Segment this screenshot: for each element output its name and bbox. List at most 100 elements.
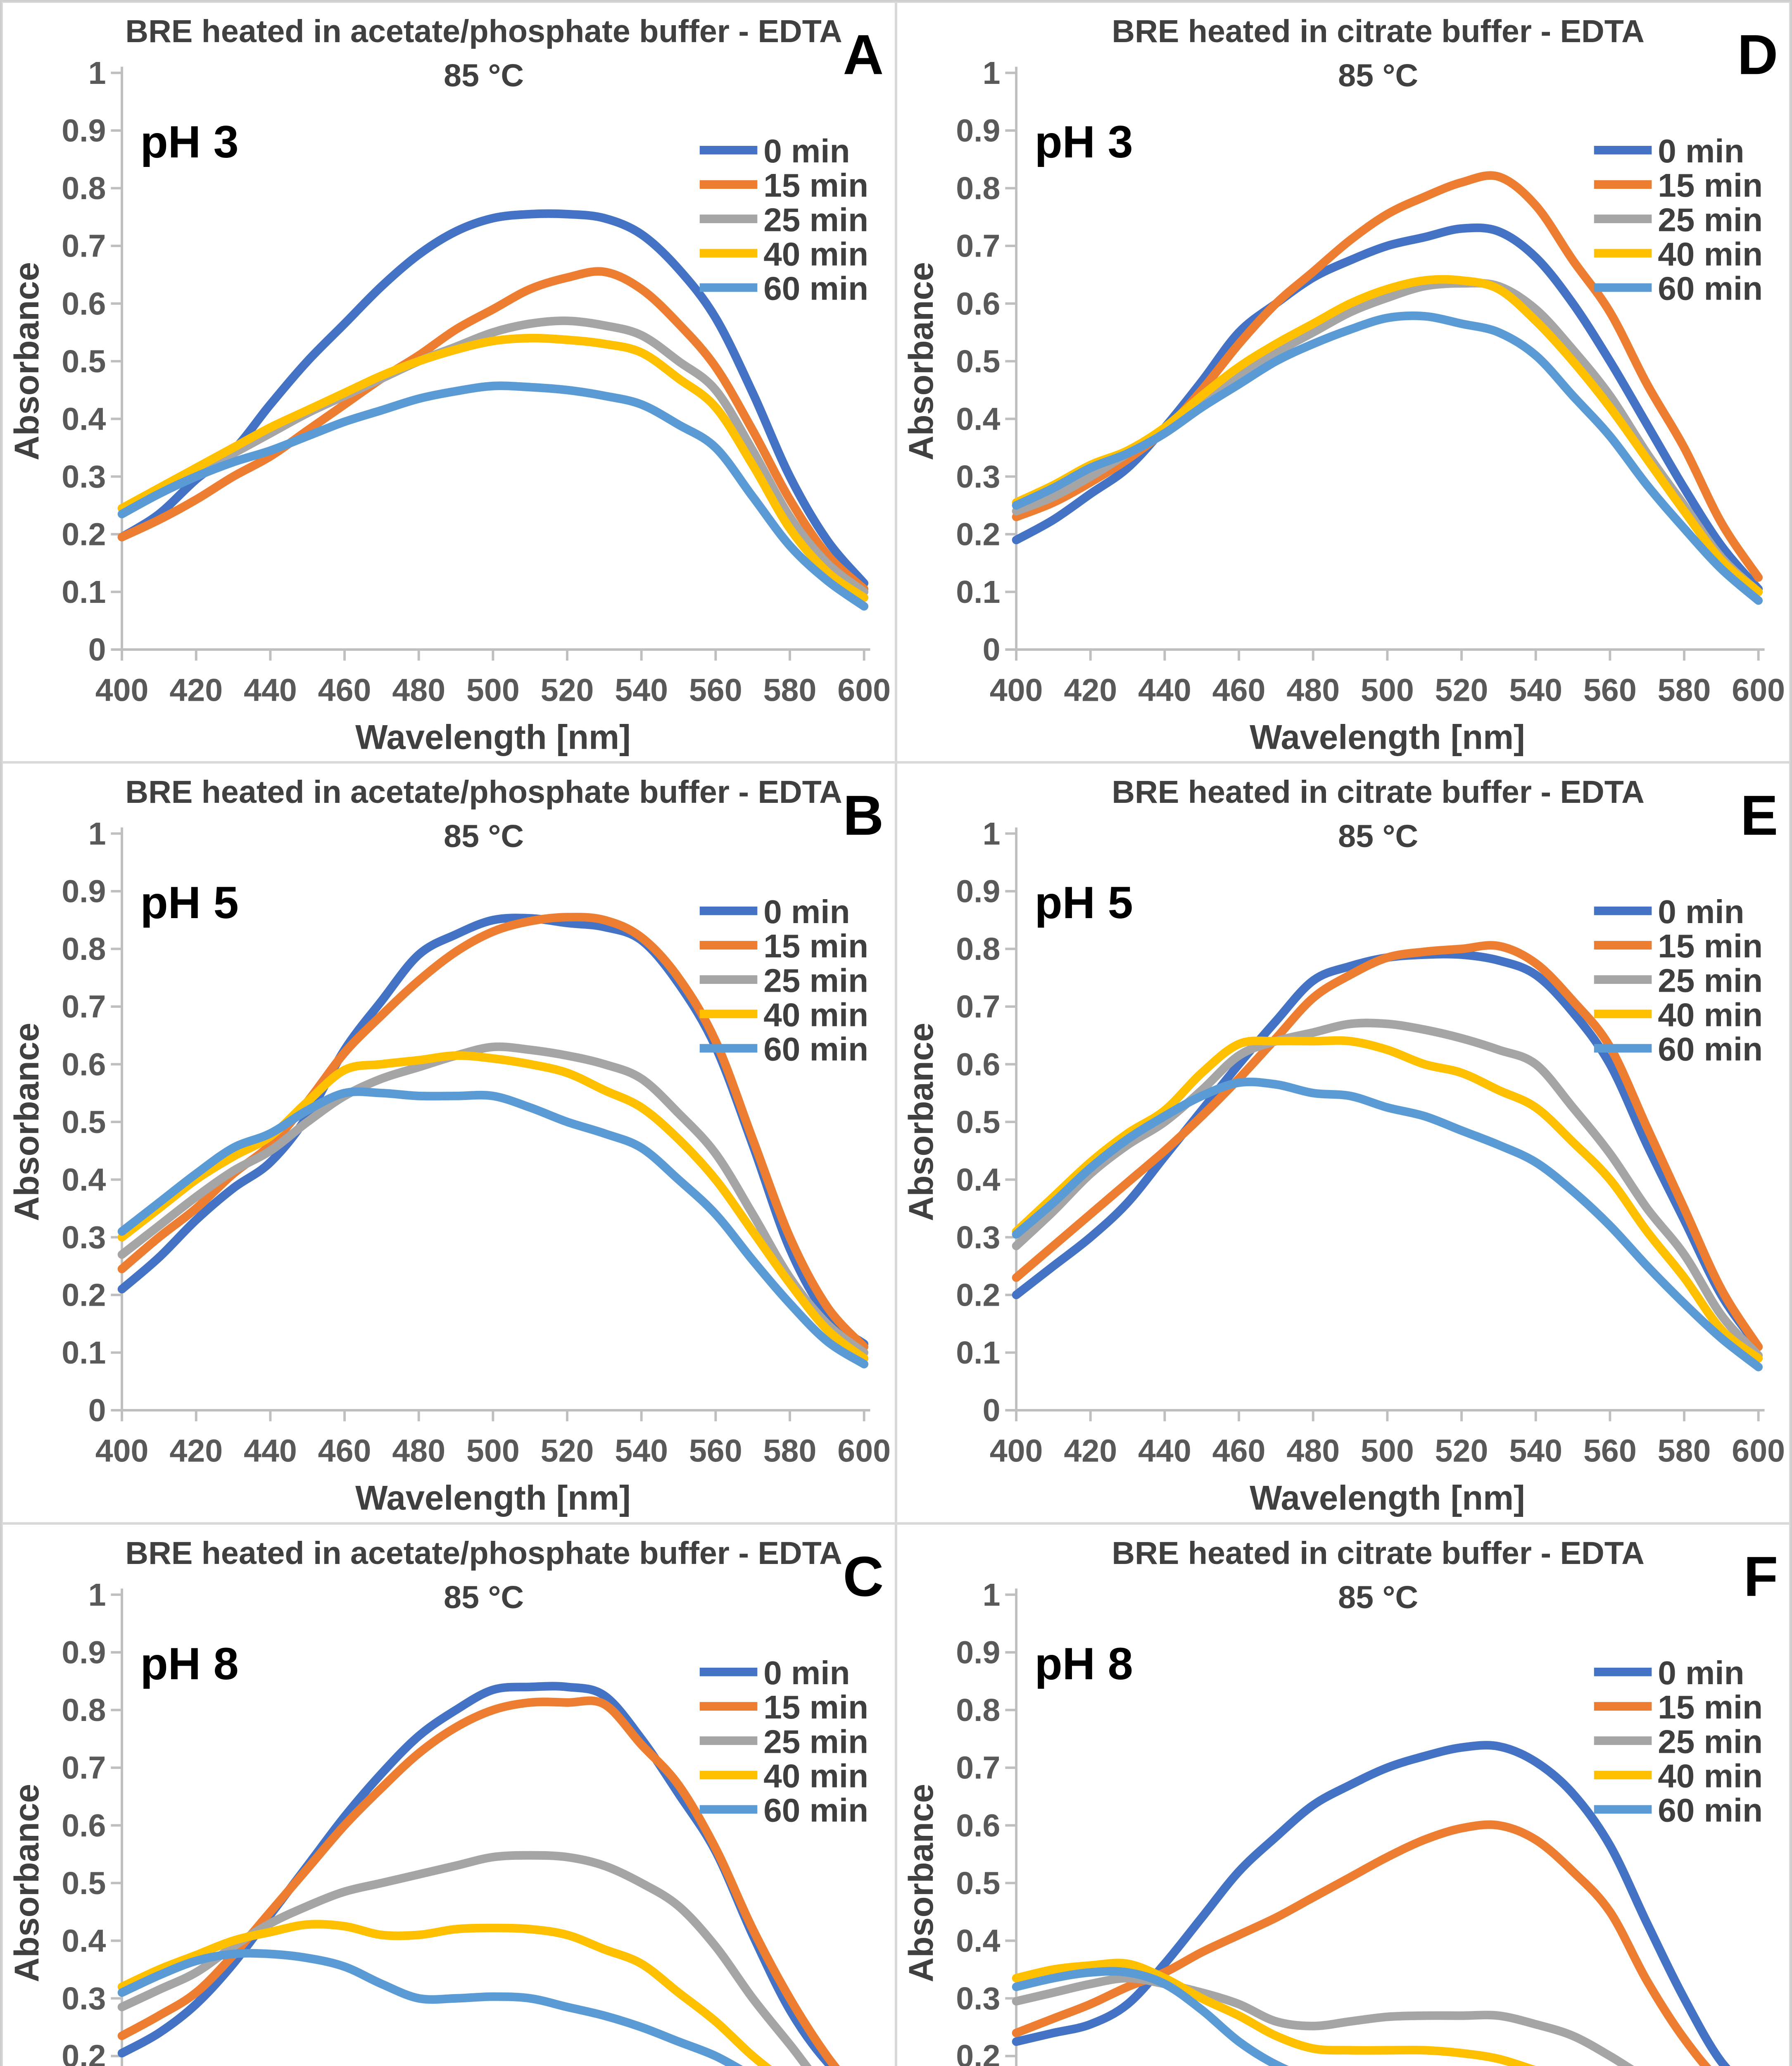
chart-subtitle: 85 °C <box>1338 1580 1418 1615</box>
y-tick-label: 0.8 <box>62 1692 106 1728</box>
y-tick-label: 0.2 <box>956 2038 1000 2066</box>
y-tick-label: 0.8 <box>62 932 106 967</box>
series-line-0-min <box>117 209 869 588</box>
y-tick-label: 0.6 <box>956 1047 1000 1083</box>
x-tick-label: 540 <box>615 673 668 708</box>
ph-label: pH 3 <box>140 117 239 167</box>
x-tick-label: 460 <box>318 1433 371 1469</box>
x-tick-label: 400 <box>990 1433 1043 1469</box>
y-tick-label: 0.8 <box>956 932 1000 967</box>
y-tick-label: 0.5 <box>62 1104 106 1140</box>
legend-item: 40 min <box>699 236 868 273</box>
x-tick-label: 540 <box>615 1433 668 1469</box>
chart-svg-b: 0 0.1 0.2 0.3 0.4 0.5 0.6 0.7 0.8 0.9 1 400 420 440 46… <box>7 774 891 1517</box>
legend-item: 40 min <box>699 1757 868 1794</box>
legend-item: 25 min <box>699 201 868 238</box>
y-tick-label: 0 <box>983 1393 1001 1428</box>
series-line-15-min <box>117 267 869 593</box>
y-tick-label: 0.9 <box>956 113 1000 149</box>
legend-item: 15 min <box>699 1688 868 1726</box>
y-tick-label: 0.7 <box>62 1750 106 1785</box>
legend-label: 60 min <box>1658 270 1763 307</box>
legend-item: 15 min <box>1594 167 1763 204</box>
y-tick-label: 1 <box>983 1577 1001 1613</box>
panel-a: 0 0.1 0.2 0.3 0.4 0.5 0.6 0.7 0.8 0.9 1 400 420 440 46… <box>2 2 896 763</box>
legend-label: 25 min <box>1658 962 1763 999</box>
x-axis-title: Wavelength [nm] <box>355 718 631 757</box>
x-tick-label: 520 <box>1435 673 1488 708</box>
legend-label: 40 min <box>763 996 868 1033</box>
x-tick-label: 440 <box>1138 673 1191 708</box>
y-tick-label: 1 <box>983 816 1001 852</box>
y-tick-label: 1 <box>88 55 106 91</box>
x-tick-label: 420 <box>1064 673 1117 708</box>
y-tick-label: 0.7 <box>956 989 1000 1025</box>
x-tick-label: 460 <box>1212 673 1266 708</box>
y-axis-title: Absorbance <box>902 1023 940 1221</box>
x-tick-label: 440 <box>1138 1433 1191 1469</box>
y-tick-label: 0.1 <box>956 1335 1000 1371</box>
y-tick-label: 0.7 <box>62 228 106 264</box>
series-line-25-min <box>1012 278 1763 596</box>
x-tick-label: 600 <box>837 673 891 708</box>
x-tick-label: 580 <box>1658 1433 1711 1469</box>
y-tick-label: 0 <box>88 1393 106 1428</box>
y-axis-title: Absorbance <box>902 1784 940 1982</box>
legend-item: 25 min <box>699 962 868 999</box>
legend-item: 40 min <box>1594 1757 1763 1794</box>
legend-item: 15 min <box>699 928 868 965</box>
series-line-15-min <box>117 1696 840 2066</box>
y-tick-label: 0.4 <box>956 1162 1000 1198</box>
y-tick-label: 0.9 <box>62 113 106 149</box>
y-axis-title: Absorbance <box>7 1784 46 1982</box>
x-tick-label: 400 <box>990 673 1043 708</box>
chart-svg-e: 0 0.1 0.2 0.3 0.4 0.5 0.6 0.7 0.8 0.9 1 400 420 440 46… <box>902 774 1785 1517</box>
x-tick-label: 400 <box>95 673 149 708</box>
y-tick-label: 0.2 <box>62 517 106 552</box>
series-line-40-min <box>1012 1959 1537 2066</box>
series-line-60-min <box>1012 1967 1289 2066</box>
panel-letter: F <box>1744 1545 1778 1608</box>
legend-label: 0 min <box>763 893 850 930</box>
x-tick-label: 580 <box>763 1433 817 1469</box>
legend-item: 0 min <box>1594 1654 1744 1691</box>
y-tick-label: 0.2 <box>956 1278 1000 1313</box>
legend-label: 15 min <box>1658 928 1763 965</box>
x-tick-label: 560 <box>1583 1433 1637 1469</box>
ph-label: pH 5 <box>1035 878 1133 928</box>
y-tick-label: 1 <box>88 1577 106 1613</box>
y-tick-label: 0.6 <box>956 1808 1000 1843</box>
y-tick-label: 0.2 <box>62 2038 106 2066</box>
y-tick-label: 0.8 <box>62 171 106 206</box>
y-tick-label: 0.2 <box>62 1278 106 1313</box>
series-line-60-min <box>1012 1078 1763 1372</box>
legend-label: 0 min <box>763 132 850 169</box>
legend-item: 15 min <box>1594 928 1763 965</box>
panel-d: 0 0.1 0.2 0.3 0.4 0.5 0.6 0.7 0.8 0.9 1 400 420 440 46… <box>896 2 1790 763</box>
legend-item: 0 min <box>1594 893 1744 930</box>
chart-subtitle: 85 °C <box>1338 58 1418 93</box>
chart-subtitle: 85 °C <box>444 1580 524 1615</box>
legend-label: 40 min <box>1658 1757 1763 1794</box>
x-tick-label: 600 <box>837 1433 891 1469</box>
chart-subtitle: 85 °C <box>444 58 524 93</box>
x-tick-label: 480 <box>1286 1433 1340 1469</box>
x-tick-label: 520 <box>541 673 594 708</box>
series-line-15-min <box>1012 171 1763 582</box>
y-tick-label: 0.7 <box>62 989 106 1025</box>
legend-item: 40 min <box>1594 236 1763 273</box>
y-tick-label: 0.6 <box>62 1047 106 1083</box>
x-tick-label: 580 <box>763 673 817 708</box>
y-tick-label: 0.5 <box>62 1866 106 1901</box>
series-line-60-min <box>117 1949 744 2066</box>
chart-title: BRE heated in acetate/phosphate buffer -… <box>125 14 842 49</box>
legend-label: 0 min <box>1658 132 1744 169</box>
legend-label: 40 min <box>1658 236 1763 273</box>
y-tick-label: 0.8 <box>956 1692 1000 1728</box>
legend-item: 60 min <box>699 1791 868 1828</box>
x-tick-label: 600 <box>1732 1433 1785 1469</box>
series-line-40-min <box>117 1051 869 1363</box>
legend-item: 25 min <box>699 1723 868 1760</box>
y-tick-label: 1 <box>983 55 1001 91</box>
y-tick-label: 0.6 <box>62 1808 106 1843</box>
